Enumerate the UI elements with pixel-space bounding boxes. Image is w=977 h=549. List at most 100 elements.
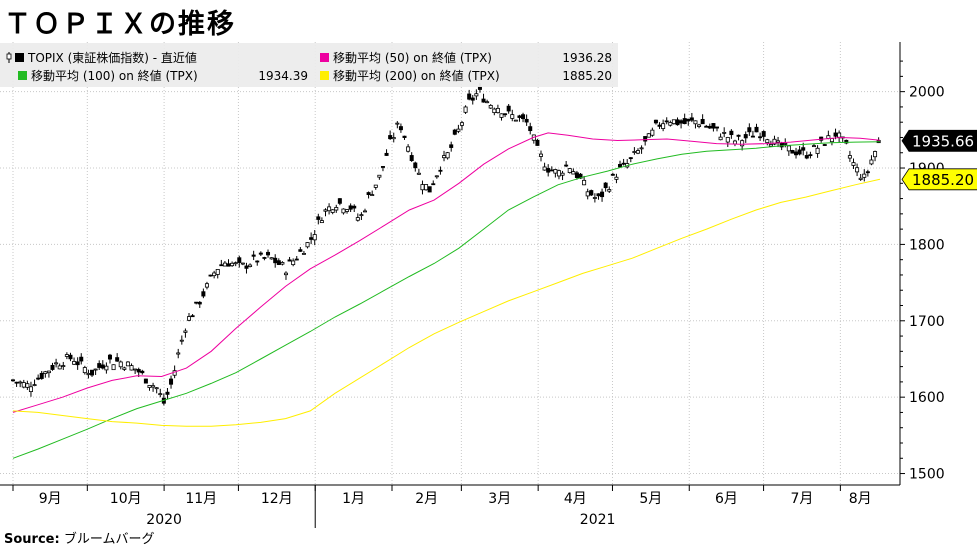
legend-swatch-ma200 <box>320 71 329 80</box>
candle-body <box>179 339 184 342</box>
candle-body <box>653 119 658 124</box>
candle-body <box>409 155 414 161</box>
candle-body <box>740 140 745 147</box>
source-label: Source: <box>4 532 60 547</box>
candle-body <box>341 208 346 214</box>
candle-body <box>391 137 396 140</box>
candle-body <box>700 119 705 125</box>
candle-body <box>416 172 421 175</box>
candle-body <box>811 145 816 148</box>
candle-body <box>197 301 202 305</box>
candle-body <box>635 150 640 154</box>
candle-body <box>729 130 734 136</box>
axes: 1500160017001800190020009月10月11月12月1月2月3… <box>0 42 945 528</box>
candle-body <box>610 173 615 176</box>
candle-body <box>743 134 748 139</box>
legend-swatch-topix <box>15 53 24 62</box>
candle-body <box>424 184 429 191</box>
candle-body <box>603 182 608 189</box>
candle-body <box>158 393 163 396</box>
candle-body <box>176 352 181 355</box>
candle-body <box>190 315 195 318</box>
candle-body <box>463 106 468 113</box>
candle-body <box>57 365 62 370</box>
candle-body <box>380 166 385 168</box>
candle-body <box>459 122 464 126</box>
candle-body <box>869 159 874 165</box>
candle-body <box>485 101 490 104</box>
candle-body <box>104 365 109 371</box>
candle-body <box>36 377 41 380</box>
candle-body <box>21 382 26 388</box>
candle-body <box>600 191 605 198</box>
candle-body <box>384 152 389 156</box>
tag-ma200 <box>901 168 977 191</box>
candle-body <box>474 93 479 97</box>
candle-body <box>287 259 292 262</box>
candle-body <box>90 369 95 376</box>
candle-body <box>377 174 382 178</box>
candle-body <box>111 364 116 371</box>
candle-body <box>434 175 439 178</box>
series-line-ma50 <box>12 132 881 413</box>
candle-body <box>319 220 324 224</box>
candle-body <box>768 144 773 147</box>
candle-body <box>280 262 285 265</box>
candle-body <box>305 242 310 248</box>
candle-body <box>388 135 393 140</box>
candle-body <box>107 354 112 360</box>
candle-body <box>711 123 716 129</box>
candle-body <box>851 162 856 166</box>
candle-body <box>574 172 579 178</box>
candle-body <box>686 118 691 122</box>
candle-body <box>327 206 332 212</box>
candle-body <box>481 98 486 103</box>
candle-body <box>255 260 260 263</box>
candle-body <box>46 370 51 374</box>
candle-body <box>506 105 511 112</box>
candle-body <box>761 131 766 137</box>
candle-body <box>294 258 299 261</box>
candle-body <box>707 125 712 129</box>
candle-body <box>521 114 526 120</box>
candle-body <box>183 330 188 333</box>
candle-body <box>208 274 213 277</box>
candle-body <box>43 371 48 374</box>
candle-body <box>273 257 278 264</box>
candle-body <box>571 171 576 175</box>
candle-body <box>750 135 755 138</box>
candle-body <box>596 193 601 197</box>
candle-body <box>352 205 357 209</box>
candle-body <box>794 151 799 156</box>
candle-body <box>765 139 770 144</box>
candle-body <box>194 301 199 304</box>
series-lines <box>12 132 881 459</box>
candle-body <box>697 124 702 127</box>
candle-body <box>456 128 461 132</box>
candle-body <box>776 140 781 143</box>
candle-body <box>549 169 554 172</box>
candle-body <box>790 150 795 154</box>
x-tick-label: 6月 <box>715 491 738 507</box>
candle-body <box>618 164 623 168</box>
candle-body <box>75 361 80 366</box>
x-tick-label: 7月 <box>791 491 814 507</box>
candle-body <box>262 257 267 259</box>
year-label: 2021 <box>580 512 616 528</box>
candle-body <box>503 113 508 116</box>
candle-body <box>395 122 400 125</box>
candle-body <box>452 129 457 135</box>
candle-body <box>553 169 558 174</box>
candle-body <box>567 168 572 173</box>
candle-body <box>345 209 350 212</box>
candle-body <box>589 190 594 196</box>
candle-body <box>64 354 69 357</box>
candle-body <box>373 184 378 188</box>
candle-body <box>556 170 561 177</box>
candle-body <box>129 365 134 371</box>
candle-body <box>438 169 443 172</box>
candle-body <box>510 114 515 119</box>
candle-body <box>18 381 23 384</box>
candle-body <box>704 125 709 128</box>
legend-value-ma100: 1934.39 <box>258 69 308 83</box>
